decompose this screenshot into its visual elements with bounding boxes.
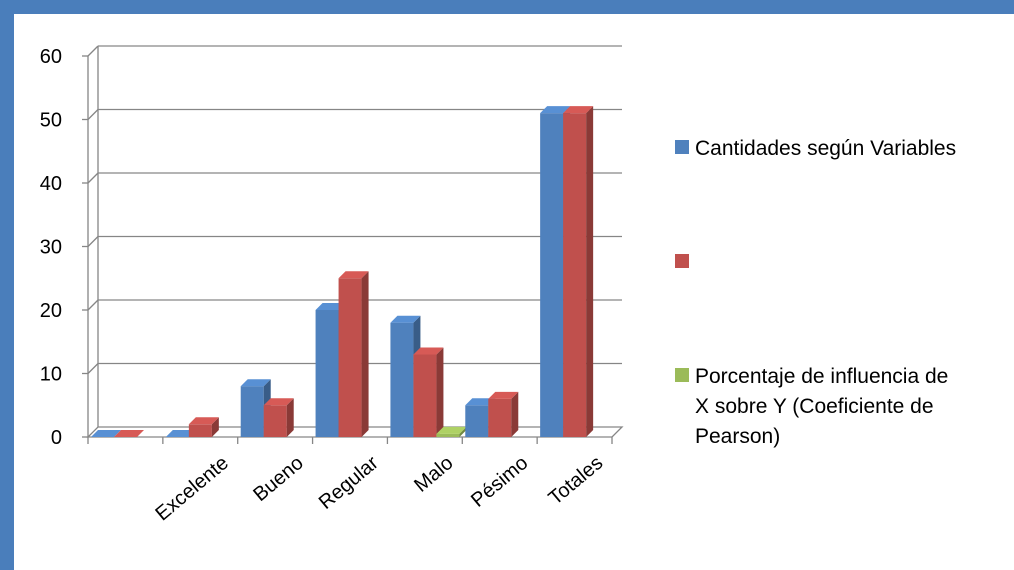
bar-side (586, 106, 594, 438)
bar-top (338, 271, 369, 279)
bar (436, 426, 467, 437)
bar-top (436, 426, 467, 434)
bar-front (563, 113, 587, 438)
x-category-label: Pésimo (467, 452, 532, 512)
y-tick-label: 0 (51, 427, 62, 449)
bar-top (413, 347, 444, 355)
bar-side (211, 417, 219, 437)
gridline-slant (87, 236, 99, 247)
gridline-slant (87, 363, 99, 374)
x-category-label: Regular (315, 452, 383, 514)
y-tick-label: 50 (40, 110, 62, 132)
bar-top (114, 430, 144, 437)
bar-front (315, 310, 339, 437)
x-category-label: Malo (410, 452, 457, 497)
bar-side (286, 398, 294, 437)
legend-label: X sobre Y (Coeficiente de (695, 395, 934, 418)
bar-top (263, 398, 294, 406)
bar-side (436, 347, 444, 437)
bars (91, 106, 594, 438)
bar-front (465, 405, 489, 437)
x-category-label: Totales (545, 452, 608, 510)
bar-front (390, 322, 414, 437)
bar-top (315, 303, 346, 310)
x-category-label: Excelente (151, 452, 232, 525)
gridline-slant (87, 299, 99, 311)
bar-front (540, 113, 564, 438)
legend-swatch (675, 368, 689, 382)
bar-front (488, 398, 512, 437)
bar-front (338, 278, 362, 437)
bar (114, 430, 144, 437)
bar-top (488, 391, 519, 399)
x-category-label: Bueno (249, 452, 307, 506)
bar-top (240, 379, 271, 387)
bar-side (459, 426, 467, 437)
legend-label: Porcentaje de influencia de (695, 365, 948, 388)
axis-labels: 0 10 20 30 40 50 60 Excelente Bueno Regular Malo Pé… (40, 46, 607, 525)
legend-swatch (675, 254, 689, 268)
gridline-slant (87, 45, 99, 57)
bar-top (91, 430, 121, 437)
bar-top (540, 106, 571, 114)
bar-side (361, 271, 369, 437)
y-tick-label: 20 (40, 300, 62, 322)
bar-front (263, 405, 287, 437)
bar (165, 430, 196, 437)
legend-swatch (675, 140, 689, 154)
legend-label: Cantidades según Variables (695, 137, 956, 160)
bar (188, 417, 219, 437)
bar-front (413, 354, 437, 437)
bar-front (188, 424, 212, 437)
y-tick-label: 10 (40, 364, 62, 386)
bar (91, 430, 121, 437)
gridline-slant (87, 109, 99, 120)
bar-top (465, 398, 496, 406)
bar-side (511, 391, 519, 437)
bar-front (240, 386, 264, 437)
bar (338, 271, 369, 437)
bar (413, 347, 444, 437)
y-tick-label: 30 (40, 237, 62, 259)
bar-top (563, 106, 594, 114)
y-tick-label: 40 (40, 173, 62, 195)
bar-top (390, 315, 421, 323)
bar-top (165, 430, 196, 437)
legend: Cantidades según Variables Porcentaje de … (675, 137, 956, 448)
bar (263, 398, 294, 437)
bar-front (436, 433, 460, 437)
bar (563, 106, 594, 438)
bar (488, 391, 519, 437)
legend-label: Pearson) (695, 425, 780, 448)
bar-top (188, 417, 219, 425)
gridline-slant (87, 172, 99, 184)
y-tick-label: 60 (40, 46, 62, 68)
